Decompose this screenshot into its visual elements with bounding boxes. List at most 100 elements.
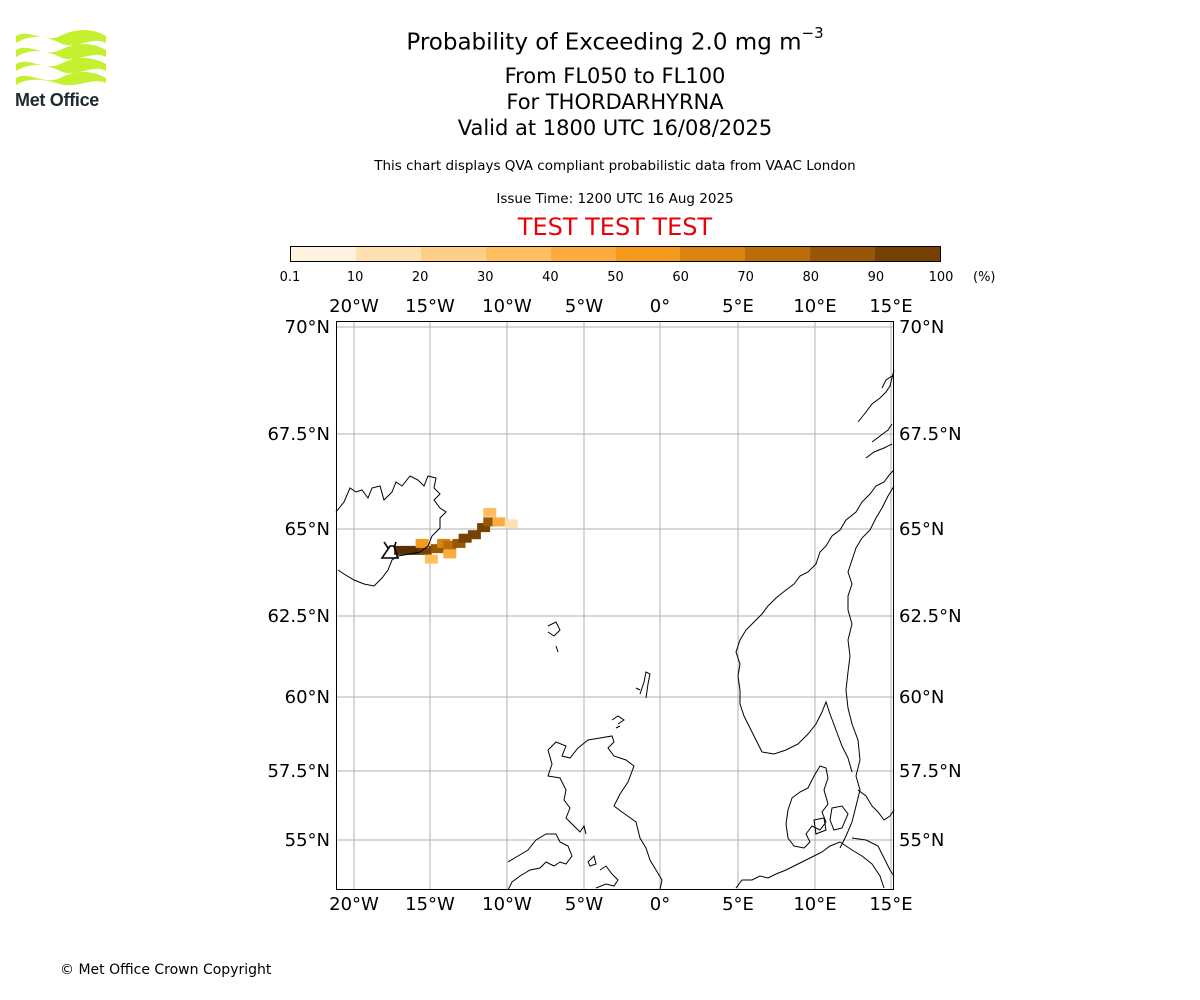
coastline-zealand [829, 805, 849, 831]
coastline-shetland [635, 671, 651, 699]
colorbar-swatch [810, 247, 876, 261]
plume-cell [443, 549, 457, 559]
plume-cell [458, 533, 472, 543]
lat-label-right: 57.5°N [899, 761, 962, 782]
volcano-name: For THORDARHYRNA [506, 90, 724, 114]
coastline-iceland [335, 475, 447, 587]
colorbar-unit: (%) [973, 270, 996, 285]
lon-label-top: 15°E [869, 296, 912, 317]
lon-label-bottom: 15°E [869, 894, 912, 915]
chart-description: This chart displays QVA compliant probab… [374, 158, 856, 174]
title-main: Probability of Exceeding 2.0 mg m [406, 29, 802, 56]
map-frame [336, 321, 894, 890]
colorbar-tick-label: 0.1 [279, 270, 301, 285]
coastline-sweden-west [839, 485, 895, 849]
plume-cell [430, 544, 444, 554]
lon-label-bottom: 10°E [793, 894, 836, 915]
plume-cell [492, 517, 506, 527]
issue-time: Issue Time: 1200 UTC 16 Aug 2025 [496, 191, 734, 207]
lat-label-right: 65°N [899, 519, 944, 540]
ash-plume [394, 507, 518, 564]
coastline-funen [813, 817, 827, 835]
plume-cell [467, 530, 481, 540]
coastline-denmark [785, 765, 829, 849]
coastline-baltic-south [851, 837, 895, 877]
lat-label-right: 70°N [899, 317, 944, 338]
colorbar-swatch [745, 247, 811, 261]
colorbar-swatch [291, 247, 356, 261]
colorbar-tick-label: 80 [802, 270, 820, 285]
lon-label-top: 15°W [405, 296, 455, 317]
lon-label-top: 10°E [793, 296, 836, 317]
lon-label-bottom: 5°W [565, 894, 603, 915]
axis-labels: 20°W 20°W 15°W 15°W 10°W 10°W 5°W 5°W 0° 0° 5°E 5°E… [267, 296, 961, 915]
lon-label-bottom: 20°W [329, 894, 379, 915]
logo-text: Met Office [15, 90, 100, 110]
coastline-isle-of-man [587, 855, 597, 867]
colorbar-tick-label: 70 [737, 270, 754, 285]
lat-label-left: 57.5°N [267, 761, 330, 782]
lon-label-top: 20°W [329, 296, 379, 317]
colorbar-tick-label: 50 [607, 270, 624, 285]
colorbar-swatch [485, 247, 551, 261]
plume-cell [415, 538, 429, 548]
plume-cell [483, 517, 497, 527]
lon-label-bottom: 0° [650, 894, 670, 915]
lon-label-top: 5°E [722, 296, 754, 317]
coastline-scotland-west [547, 749, 587, 835]
plume-cell [394, 545, 408, 555]
plume-cell [504, 519, 518, 529]
lat-label-right: 67.5°N [899, 424, 962, 445]
colorbar-tick-label: 60 [672, 270, 689, 285]
volcano-marker [380, 541, 400, 559]
coastline-scotland [547, 735, 663, 891]
colorbar-tick-label: 40 [542, 270, 559, 285]
coastline-norway [735, 841, 885, 889]
coastline-ireland-north [507, 833, 573, 891]
lat-label-right: 62.5°N [899, 606, 962, 627]
colorbar-tick-label: 90 [867, 270, 885, 285]
colorbar-swatch [355, 247, 421, 261]
plume-cell [477, 523, 491, 533]
lon-label-bottom: 15°W [405, 894, 455, 915]
lat-label-left: 67.5°N [267, 424, 330, 445]
lat-label-left: 65°N [285, 519, 330, 540]
plume-cell [406, 545, 420, 555]
coastlines [335, 369, 895, 891]
copyright: © Met Office Crown Copyright [60, 962, 272, 978]
valid-time: Valid at 1800 UTC 16/08/2025 [457, 116, 773, 140]
title-unit-exponent: −3 [801, 24, 824, 42]
lon-label-bottom: 5°E [722, 894, 754, 915]
lat-label-left: 62.5°N [267, 606, 330, 627]
lat-label-right: 60°N [899, 687, 944, 708]
colorbar-swatch [420, 247, 486, 261]
coastline-orkney [611, 715, 625, 729]
lat-label-left: 55°N [285, 830, 330, 851]
colorbar-tick-label: 10 [346, 270, 364, 285]
lat-label-left: 70°N [285, 317, 330, 338]
colorbar-tick-label: 30 [477, 270, 494, 285]
lon-label-bottom: 10°W [482, 894, 532, 915]
volcano-icon [380, 541, 400, 559]
colorbar-swatch [550, 247, 616, 261]
plume-cell [483, 507, 497, 517]
colorbar-swatch [680, 247, 746, 261]
lon-label-top: 5°W [565, 296, 603, 317]
colorbar-swatch [615, 247, 681, 261]
coastline-norway-north [857, 369, 895, 459]
graticule [337, 322, 893, 889]
coastline-norway-south [761, 700, 853, 773]
lat-label-left: 60°N [285, 687, 330, 708]
met-office-waves-icon [16, 30, 106, 86]
lon-label-top: 0° [650, 296, 670, 317]
plume-cell [443, 540, 457, 550]
plume-cell [424, 554, 438, 564]
flight-level-range: From FL050 to FL100 [504, 64, 726, 88]
test-banner: TEST TEST TEST [517, 213, 713, 241]
met-office-logo: Met Office [14, 30, 109, 115]
coastline-sweden-south [857, 789, 895, 821]
plume-cell [418, 545, 432, 555]
colorbar-swatch [875, 247, 941, 261]
coastline-faroe [547, 621, 561, 653]
